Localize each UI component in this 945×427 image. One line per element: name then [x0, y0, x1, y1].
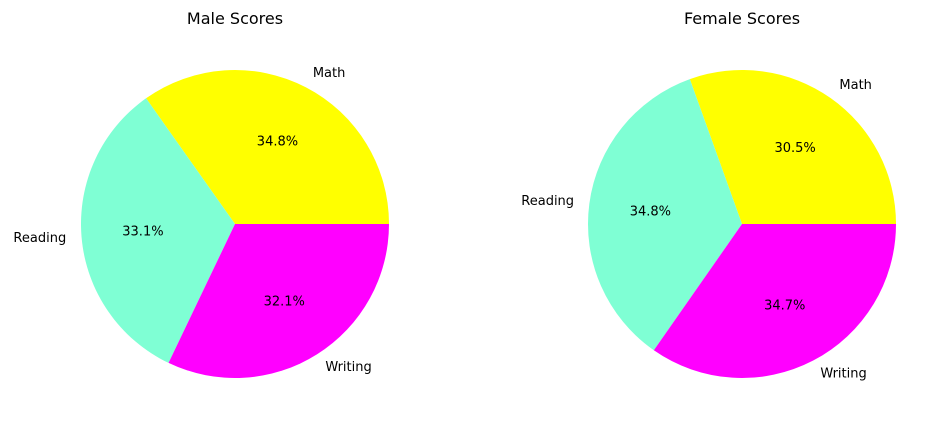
male-scores-pie: Male Scores Math 34.8% Reading 33.1% Writing… [13, 9, 389, 378]
pie-slice-writing [168, 224, 389, 378]
percent-label: 34.8% [630, 204, 671, 219]
category-label: Reading [521, 194, 574, 209]
pie-slice-math [689, 70, 896, 224]
pie-slices [588, 70, 896, 378]
percent-label: 33.1% [122, 224, 163, 239]
percent-label: 34.8% [257, 134, 298, 149]
percent-label: 30.5% [774, 141, 815, 156]
pie-slice-writing [653, 224, 896, 378]
category-label: Reading [13, 231, 66, 246]
chart-title: Female Scores [684, 9, 800, 28]
category-label: Math [839, 78, 872, 93]
percent-label: 32.1% [264, 295, 305, 310]
female-scores-pie: Female Scores Math 30.5% Reading 34.8% Writi… [521, 9, 896, 382]
pie-slice-math [146, 69, 389, 224]
pie-slice-reading [588, 79, 742, 351]
pie-labels: Math 34.8% Reading 33.1% Writing 32.1% [13, 66, 371, 375]
pie-labels: Math 30.5% Reading 34.8% Writing 34.7% [521, 78, 872, 382]
pie-slices [81, 69, 389, 378]
category-label: Writing [820, 367, 866, 382]
percent-label: 34.7% [764, 298, 805, 313]
category-label: Math [313, 66, 346, 81]
category-label: Writing [325, 360, 371, 375]
chart-title: Male Scores [187, 9, 283, 28]
pie-slice-reading [81, 98, 236, 363]
